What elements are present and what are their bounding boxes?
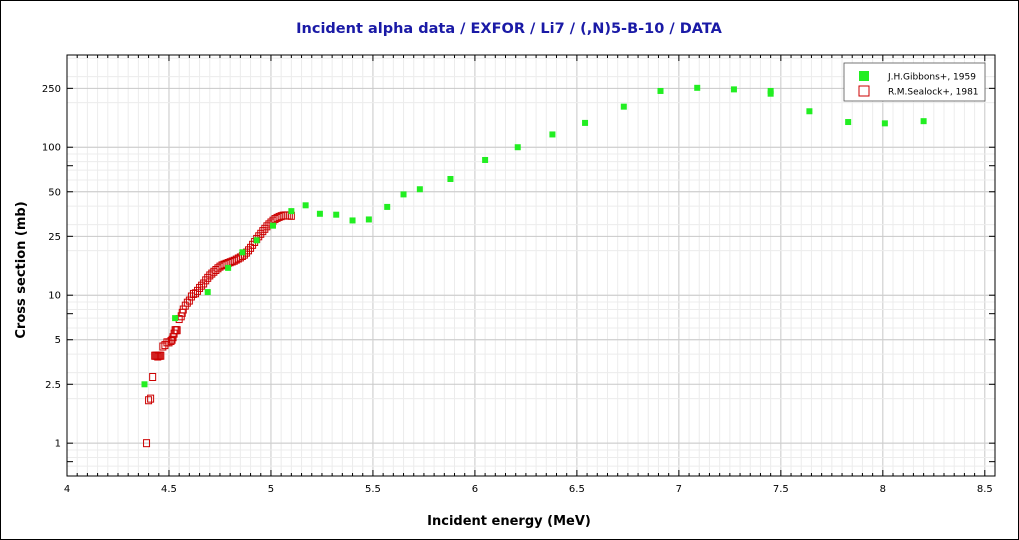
chart-title: Incident alpha data / EXFOR / Li7 / (,N)… (296, 21, 722, 37)
y-tick-label: 25 (48, 232, 61, 243)
data-point (767, 90, 774, 97)
data-point (384, 203, 391, 210)
y-tick-label: 10 (48, 291, 61, 302)
data-point (196, 283, 204, 292)
y-tick-label: 50 (48, 187, 61, 198)
data-point (620, 103, 627, 110)
data-point (147, 394, 155, 403)
data-point (239, 249, 246, 256)
x-tick-label: 5.5 (365, 484, 381, 495)
legend-marker (858, 85, 870, 97)
data-point (245, 246, 253, 255)
y-tick-label: 1 (55, 439, 61, 450)
data-point (806, 108, 813, 115)
y-tick-label: 100 (42, 143, 61, 154)
data-point (204, 273, 212, 282)
legend-label: R.M.Sealock+, 1981 (888, 88, 979, 98)
y-tick-label: 5 (55, 335, 61, 346)
data-point (365, 216, 372, 223)
x-tick-label: 8 (880, 484, 886, 495)
data-point (416, 186, 423, 193)
data-point (549, 131, 556, 138)
data-point (730, 86, 737, 93)
y-axis-label: Cross section (mb) (14, 201, 29, 338)
data-point (249, 240, 257, 249)
data-point (225, 264, 232, 271)
legend-entries: J.H.Gibbons+, 1959 R.M.Sealock+, 1981 (858, 71, 979, 98)
data-point (447, 175, 454, 182)
data-point (881, 120, 888, 127)
data-point (259, 227, 267, 236)
data-point (657, 87, 664, 94)
data-point (198, 281, 206, 290)
x-axis-label: Incident energy (MeV) (427, 514, 591, 529)
data-point (482, 156, 489, 163)
x-tick-label: 5 (268, 484, 274, 495)
legend-label: J.H.Gibbons+, 1959 (887, 73, 976, 83)
data-point (149, 373, 157, 382)
data-point (181, 301, 189, 310)
data-point (204, 289, 211, 296)
x-tick-label: 7.5 (773, 484, 789, 495)
data-point (920, 118, 927, 125)
data-series (141, 84, 927, 448)
data-point (261, 224, 269, 233)
data-point (694, 84, 701, 91)
data-point (161, 341, 169, 350)
data-point (269, 222, 276, 229)
x-tick-label: 6.5 (569, 484, 585, 495)
data-point (168, 335, 176, 344)
data-point (514, 144, 521, 151)
y-tick-label: 250 (42, 84, 61, 95)
data-point (845, 119, 852, 126)
data-point (302, 202, 309, 209)
data-point (183, 298, 191, 307)
data-point (400, 191, 407, 198)
data-point (257, 229, 265, 238)
data-point (194, 286, 202, 295)
data-point (157, 351, 165, 360)
data-point (316, 210, 323, 217)
data-point (349, 217, 356, 224)
y-tick-labels: 1 2.5 5 10 25 50 100 250 (42, 84, 61, 450)
plot-area (67, 55, 995, 476)
legend: J.H.Gibbons+, 1959 R.M.Sealock+, 1981 (843, 62, 986, 102)
data-point (202, 276, 210, 285)
data-point (253, 237, 260, 244)
data-point (185, 296, 193, 305)
data-point (191, 289, 199, 298)
grid-lines (66, 55, 996, 477)
x-tick-label: 4.5 (161, 484, 177, 495)
data-point (173, 326, 181, 335)
x-tick-labels: 4 4.5 5 5.5 6 6.5 7 7.5 8 8.5 (64, 484, 993, 495)
data-point (141, 381, 148, 388)
x-tick-label: 8.5 (977, 484, 993, 495)
y-tick-label: 2.5 (45, 380, 61, 391)
x-tick-label: 6 (472, 484, 478, 495)
data-point (288, 208, 295, 215)
data-point (333, 211, 340, 218)
legend-marker (859, 71, 869, 81)
data-point (145, 396, 153, 405)
x-tick-label: 7 (676, 484, 682, 495)
data-point (172, 315, 179, 322)
data-point (159, 342, 167, 351)
plot-border (66, 54, 996, 477)
data-point (143, 439, 151, 448)
data-point (582, 119, 589, 126)
series-0 (141, 84, 927, 388)
x-tick-label: 4 (64, 484, 70, 495)
